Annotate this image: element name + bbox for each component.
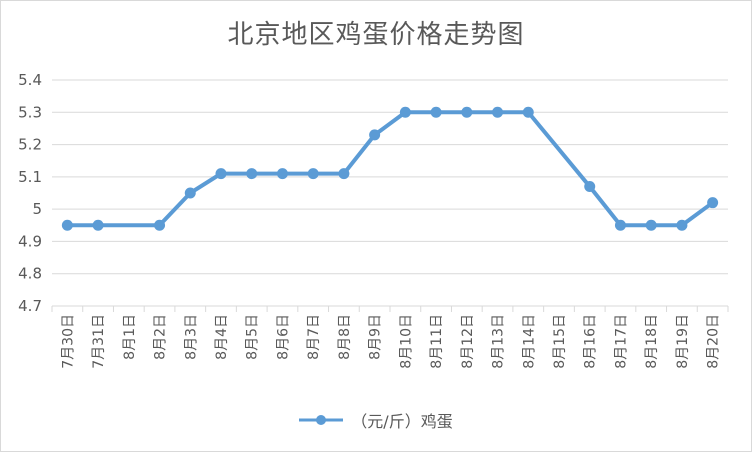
x-tick-label: 8月18日 — [644, 314, 660, 369]
x-tick-label: 8月6日 — [275, 314, 291, 360]
x-tick-label: 8月7日 — [306, 314, 322, 360]
data-point — [707, 197, 719, 209]
y-tick-label: 4.9 — [18, 232, 42, 250]
x-tick-label: 8月16日 — [583, 314, 599, 369]
x-tick-label: 8月12日 — [460, 314, 476, 369]
data-point — [369, 129, 381, 141]
data-point — [614, 219, 626, 231]
data-point — [92, 219, 104, 231]
x-tick-label: 8月13日 — [491, 314, 507, 369]
x-tick-label: 8月1日 — [122, 314, 138, 360]
data-point — [215, 168, 227, 180]
y-tick-label: 5.1 — [18, 168, 42, 186]
data-point — [492, 106, 504, 118]
x-tick-label: 8月17日 — [613, 314, 629, 369]
data-point — [184, 187, 196, 199]
x-tick-label: 8月4日 — [214, 314, 230, 360]
legend-line-marker-icon — [299, 415, 344, 425]
x-tick-label: 8月14日 — [521, 314, 537, 369]
data-point — [61, 219, 73, 231]
data-point — [522, 106, 534, 118]
chart-title: 北京地区鸡蛋价格走势图 — [227, 20, 525, 50]
legend-label: （元/斤）鸡蛋 — [351, 412, 453, 431]
x-tick-label: 7月31日 — [91, 314, 107, 369]
x-tick-label: 8月11日 — [429, 314, 445, 369]
y-tick-label: 5.2 — [18, 136, 42, 154]
data-point — [338, 168, 350, 180]
x-tick-label: 8月15日 — [552, 314, 568, 369]
data-point — [461, 106, 473, 118]
x-tick-label: 8月3日 — [183, 314, 199, 360]
legend: （元/斤）鸡蛋 — [0, 408, 752, 432]
data-point — [430, 106, 442, 118]
data-point — [307, 168, 319, 180]
data-point — [399, 106, 411, 118]
y-tick-label: 5.4 — [18, 71, 42, 89]
data-point — [645, 219, 657, 231]
y-tick-label: 5 — [32, 200, 42, 218]
x-tick-label: 8月8日 — [337, 314, 353, 360]
x-tick-label: 7月30日 — [60, 314, 76, 369]
y-tick-label: 5.3 — [18, 103, 42, 121]
x-tick-label: 8月2日 — [153, 314, 169, 360]
data-point — [154, 219, 166, 231]
y-tick-label: 4.8 — [18, 265, 42, 283]
x-tick-label: 8月10日 — [398, 314, 414, 369]
x-tick-label: 8月20日 — [706, 314, 722, 369]
x-tick-label: 8月9日 — [368, 314, 384, 360]
x-tick-label: 8月5日 — [245, 314, 261, 360]
x-tick-label: 8月19日 — [675, 314, 691, 369]
data-point — [676, 219, 688, 231]
data-point — [246, 168, 258, 180]
series-line — [65, 110, 715, 228]
data-point — [276, 168, 288, 180]
y-tick-label: 4.7 — [18, 297, 42, 315]
data-point — [584, 181, 596, 193]
